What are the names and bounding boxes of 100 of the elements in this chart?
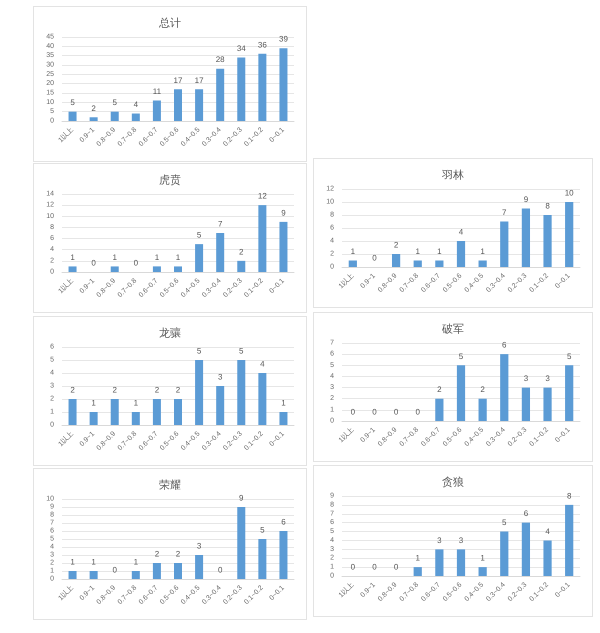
bar <box>152 399 161 425</box>
data-label: 1 <box>70 558 76 566</box>
bar <box>68 399 77 425</box>
data-label: 1 <box>281 398 286 408</box>
bar <box>90 571 98 579</box>
data-label: 11 <box>152 86 162 96</box>
data-label: 5 <box>112 98 118 108</box>
bar <box>478 398 487 421</box>
bar <box>132 571 140 579</box>
data-label: 0 <box>350 408 356 416</box>
bar <box>237 58 246 121</box>
data-label: 0 <box>394 562 399 572</box>
data-label: 9 <box>281 208 286 218</box>
bar <box>456 549 466 576</box>
bar <box>500 222 508 267</box>
chart-title: 贪狼 <box>442 476 464 488</box>
bar <box>152 100 161 121</box>
data-label: 5 <box>239 346 244 356</box>
data-label: 1 <box>176 252 181 262</box>
chart-title: 羽林 <box>442 168 464 182</box>
bar <box>435 260 444 267</box>
chart-title: 虎贲 <box>159 174 181 186</box>
data-label: 0 <box>416 408 420 416</box>
chart-title: 破军 <box>441 322 464 336</box>
bar <box>456 365 466 421</box>
data-label: 12 <box>258 192 268 201</box>
bar <box>90 117 98 121</box>
bar <box>500 532 508 576</box>
data-label: 9 <box>524 195 529 204</box>
bar <box>90 412 98 425</box>
bar <box>392 254 400 267</box>
bar <box>195 244 204 272</box>
bar <box>565 202 574 267</box>
bar <box>435 398 444 421</box>
data-label: 4 <box>134 100 139 110</box>
data-label: 1 <box>480 247 486 256</box>
data-label: 1 <box>416 554 420 563</box>
bar <box>152 563 161 579</box>
data-label: 0 <box>112 566 118 574</box>
bar <box>414 567 422 576</box>
data-label: 6 <box>502 340 508 350</box>
data-label: 4 <box>458 228 464 236</box>
bar <box>110 112 119 121</box>
data-label: 3 <box>458 536 464 545</box>
bar <box>414 260 422 267</box>
data-label: 7 <box>502 208 508 217</box>
bar <box>478 260 487 267</box>
data-label: 0 <box>394 408 399 416</box>
data-label: 39 <box>279 34 288 44</box>
bar <box>565 365 574 421</box>
data-label: 2 <box>176 550 181 558</box>
bar <box>435 549 444 576</box>
data-label: 8 <box>545 202 550 210</box>
data-label: 1 <box>91 558 96 566</box>
data-label: 2 <box>154 386 160 394</box>
bar <box>152 266 161 272</box>
data-label: 7 <box>218 220 223 228</box>
bar <box>279 222 288 272</box>
bar <box>174 563 182 579</box>
data-label: 3 <box>524 374 529 384</box>
bar <box>543 540 552 576</box>
bar <box>216 233 224 272</box>
data-label: 5 <box>196 346 202 356</box>
data-label: 1 <box>112 252 118 262</box>
data-label: 2 <box>112 386 118 394</box>
bar <box>258 54 266 121</box>
data-label: 36 <box>258 40 268 50</box>
data-label: 6 <box>524 509 529 518</box>
data-label: 5 <box>458 352 464 361</box>
data-label: 2 <box>154 550 160 558</box>
data-label: 2 <box>437 385 442 394</box>
data-label: 5 <box>70 98 76 108</box>
bar <box>258 373 266 425</box>
data-label: 4 <box>545 526 550 536</box>
bar <box>68 571 77 579</box>
data-label: 2 <box>239 247 244 256</box>
data-label: 10 <box>564 188 574 198</box>
data-label: 2 <box>91 104 96 113</box>
chart-title: 总计 <box>158 16 181 30</box>
data-label: 5 <box>502 518 508 528</box>
bar <box>110 399 119 425</box>
data-label: 17 <box>194 76 204 85</box>
data-label: 2 <box>70 386 76 394</box>
data-label: 0 <box>218 566 223 574</box>
data-label: 4 <box>260 360 266 368</box>
data-label: 1 <box>437 247 442 256</box>
chart-title: 龙骧 <box>159 326 181 340</box>
data-label: 5 <box>260 526 266 534</box>
data-label: 0 <box>350 562 356 572</box>
bar <box>522 388 530 421</box>
data-label: 5 <box>196 230 202 240</box>
bar <box>110 266 119 272</box>
bar <box>237 260 246 272</box>
bar <box>543 215 552 267</box>
bar <box>478 567 487 576</box>
bar <box>522 522 530 576</box>
data-label: 1 <box>154 252 160 262</box>
data-label: 3 <box>218 372 223 382</box>
data-label: 3 <box>437 536 442 545</box>
data-label: 1 <box>416 247 420 256</box>
